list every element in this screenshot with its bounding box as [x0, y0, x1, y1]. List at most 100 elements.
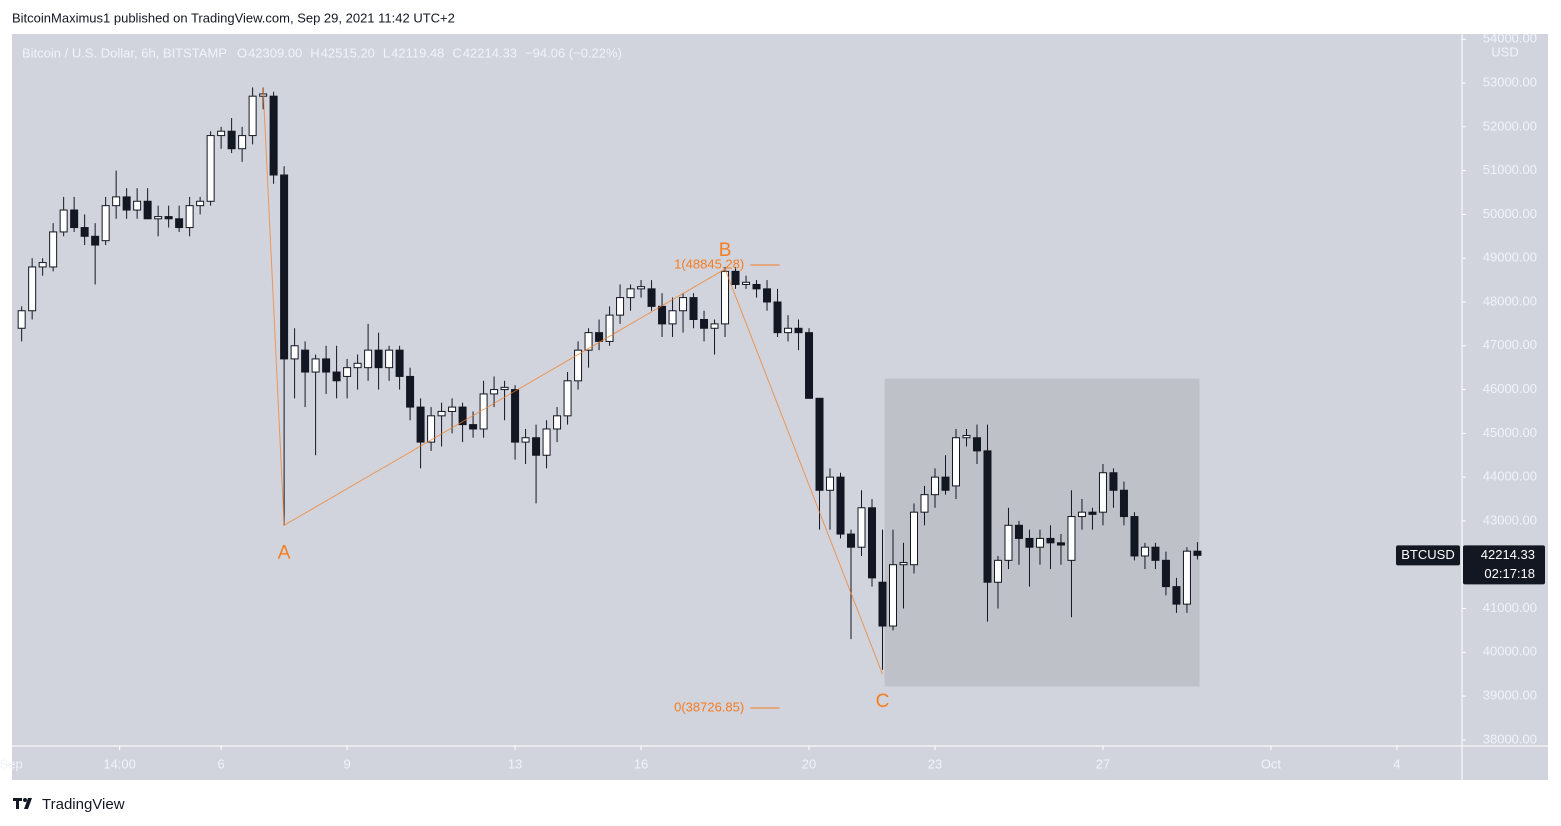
candle-body	[206, 135, 215, 202]
tradingview-logo	[13, 798, 32, 809]
price-tag-value: 42214.33	[1481, 547, 1535, 562]
candle-body	[185, 205, 194, 229]
y-tick-label: 53000.00	[1483, 74, 1537, 89]
candle-body	[889, 564, 898, 627]
candle-body	[993, 559, 1002, 583]
x-tick-label: 4	[1393, 756, 1400, 771]
wave-label: B	[719, 240, 732, 261]
candle-body	[511, 389, 520, 443]
candle-body	[143, 200, 152, 220]
candle-body	[280, 174, 289, 360]
candle-body	[364, 349, 373, 369]
candle-body	[49, 231, 58, 268]
candle-body	[1140, 546, 1149, 557]
y-tick-label: 40000.00	[1483, 644, 1537, 659]
candle-body	[59, 209, 68, 233]
candle-body	[700, 319, 709, 329]
candle-body	[626, 288, 635, 299]
candle-body	[500, 386, 509, 391]
y-tick-label: 54000.00	[1483, 31, 1537, 46]
candle-body	[763, 288, 772, 303]
candle-body	[469, 424, 478, 430]
y-tick-label: 39000.00	[1483, 688, 1537, 703]
ohlc-value: 42515.20	[321, 45, 375, 60]
candle-body	[353, 362, 362, 369]
candle-body	[427, 415, 436, 443]
candle-body	[1014, 524, 1023, 539]
y-tick-label: 41000.00	[1483, 600, 1537, 615]
candle-body	[101, 205, 110, 242]
candle-body	[227, 130, 236, 150]
candle-body	[1035, 537, 1044, 548]
candle-body	[742, 281, 751, 285]
candle-body	[805, 332, 814, 399]
y-tick-label: 47000.00	[1483, 337, 1537, 352]
candle-body	[857, 507, 866, 548]
candle-body	[899, 562, 908, 566]
candle-body	[290, 345, 299, 360]
candle-body	[133, 200, 142, 211]
y-tick-label: 45000.00	[1483, 425, 1537, 440]
ohlc-value: 42309.00	[248, 45, 302, 60]
y-tick-label: 52000.00	[1483, 118, 1537, 133]
candle-body	[38, 262, 47, 268]
candle-body	[154, 216, 163, 220]
candle-body	[773, 301, 782, 334]
candle-body	[1025, 537, 1034, 548]
candle-body	[721, 270, 730, 325]
symbol-tag-label: BTCUSD	[1401, 547, 1454, 562]
x-tick-label: 27	[1096, 756, 1110, 771]
x-tick-label: 14:00	[103, 756, 136, 771]
candle-body	[406, 375, 415, 408]
candle-body	[1088, 511, 1097, 515]
candle-body	[951, 437, 960, 487]
candle-body	[1004, 524, 1013, 561]
candle-body	[962, 435, 971, 439]
candle-body	[826, 476, 835, 491]
candle-body	[983, 450, 992, 583]
candle-body	[532, 437, 541, 456]
wave-label: C	[876, 691, 890, 712]
candle-body	[563, 380, 572, 417]
candle-body	[164, 216, 173, 220]
fib-label: 1(48845.28)	[674, 256, 744, 271]
candle-body	[930, 476, 939, 496]
logo-part	[23, 798, 27, 802]
wave-line	[262, 87, 883, 675]
candle-body	[248, 95, 257, 137]
candle-body	[815, 397, 824, 491]
candle-body	[112, 196, 121, 207]
candle-body	[710, 323, 719, 329]
candle-body	[70, 209, 79, 229]
candle-body	[878, 581, 887, 627]
candle-body	[616, 297, 625, 316]
candle-body	[574, 349, 583, 382]
attribution: BitcoinMaximus1 published on TradingView…	[12, 10, 455, 25]
y-axis-label: USD	[1491, 44, 1518, 59]
candle-body	[322, 358, 331, 373]
candle-body	[1151, 546, 1160, 561]
candle-body	[196, 200, 205, 207]
candle-body	[972, 437, 981, 452]
candle-body	[1172, 586, 1181, 605]
candle-body	[731, 270, 740, 285]
candle-body	[679, 297, 688, 312]
candle-body	[1109, 472, 1118, 491]
x-tick-label: 20	[802, 756, 816, 771]
x-tick-label: 23	[928, 756, 942, 771]
candle-body	[490, 389, 499, 395]
symbol-tag	[1396, 545, 1460, 566]
candle-body	[553, 415, 562, 430]
candle-body	[1119, 489, 1128, 518]
candle-body	[1193, 550, 1202, 556]
price-tag-countdown: 02:17:18	[1484, 566, 1535, 581]
candle-body	[784, 327, 793, 334]
x-tick-label: 16	[634, 756, 648, 771]
highlight-box	[884, 378, 1200, 687]
candle-body	[311, 358, 320, 373]
ohlc-key: L	[383, 45, 390, 60]
logo-part	[24, 798, 32, 809]
candle-body	[437, 410, 446, 417]
pane	[17, 87, 1202, 687]
candle-body	[1067, 516, 1076, 561]
